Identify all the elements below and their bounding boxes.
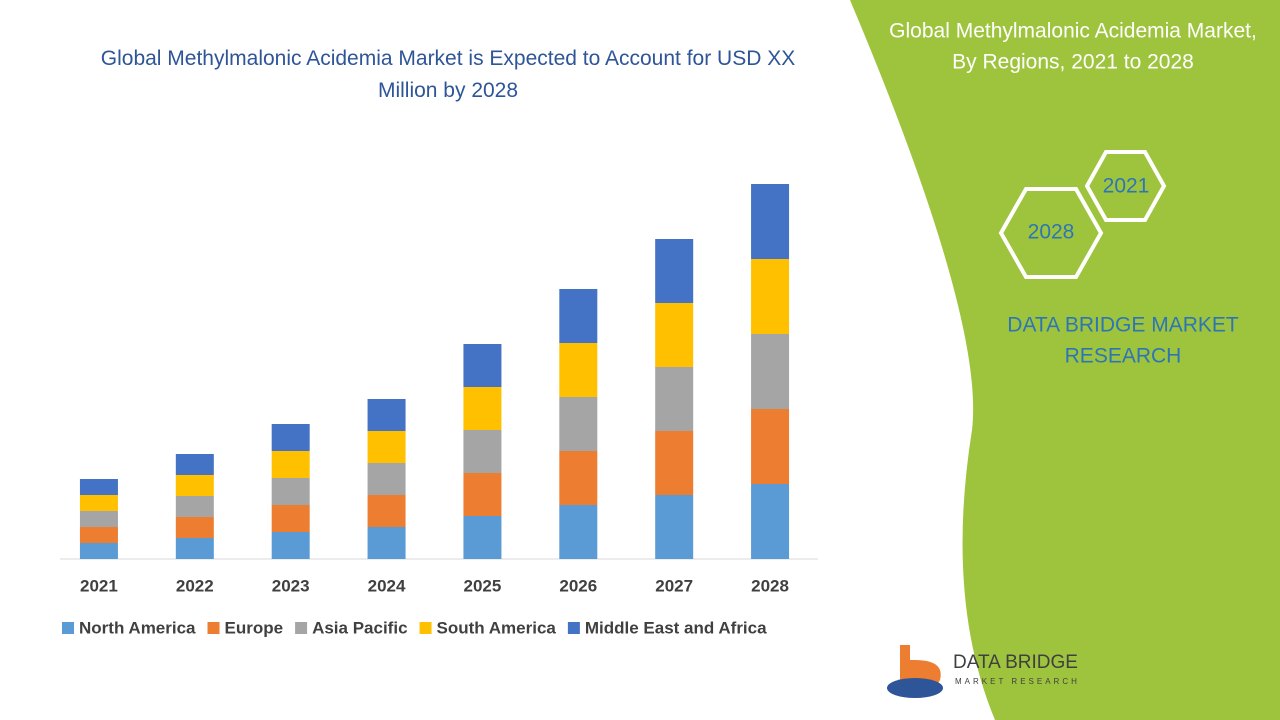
bar-segment: [751, 334, 790, 409]
x-tick-label: 2022: [176, 576, 214, 595]
bar-segment: [751, 409, 790, 484]
bar-segment: [271, 451, 310, 478]
bar-segment: [271, 478, 310, 505]
bar-segment: [79, 495, 118, 511]
bar-segment: [367, 431, 406, 463]
bar-segment: [751, 484, 790, 559]
bar-segment: [271, 532, 310, 559]
hexagon: [1084, 150, 1167, 222]
bar-segment: [367, 399, 406, 431]
x-tick-label: 2021: [80, 576, 118, 595]
bar-segment: [367, 495, 406, 527]
legend-label: Asia Pacific: [312, 618, 407, 637]
bar-segment: [367, 527, 406, 559]
bar-segment: [271, 505, 310, 532]
bar-segment: [175, 517, 214, 538]
brand-text: DATA BRIDGE MARKET RESEARCH: [1007, 313, 1239, 367]
bar-segment: [79, 511, 118, 527]
x-tick-label: 2027: [655, 576, 693, 595]
hex-label: 2028: [1028, 221, 1075, 244]
legend-swatch: [62, 622, 74, 634]
legend-swatch: [295, 622, 308, 634]
legend-swatch: [567, 622, 580, 634]
bar-segment: [463, 344, 502, 387]
bar-segment: [559, 343, 598, 397]
bar-segment: [559, 289, 598, 343]
green-panel: [850, 0, 1280, 720]
logo-name: DATA BRIDGE: [953, 652, 1078, 673]
bar-segment: [559, 397, 598, 451]
bar-segment: [751, 259, 790, 334]
bar-segment: [271, 424, 310, 451]
bar-segment: [655, 495, 694, 559]
legend-label: South America: [437, 618, 557, 637]
bar-segment: [79, 543, 118, 559]
x-tick-label: 2026: [559, 576, 597, 595]
bar-segment: [367, 463, 406, 495]
bar-segment: [175, 538, 214, 559]
bar-segment: [559, 505, 598, 559]
bar-segment: [175, 454, 214, 475]
chart-title: Global Methylmalonic Acidemia Market is …: [101, 47, 795, 102]
x-tick-label: 2023: [272, 576, 310, 595]
bar-segment: [463, 473, 502, 516]
logo-tagline: MARKET RESEARCH: [955, 677, 1080, 686]
bar-segment: [175, 496, 214, 517]
bar-segment: [175, 475, 214, 496]
legend-label: North America: [79, 618, 196, 637]
panel-title: Global Methylmalonic Acidemia Market, By …: [889, 19, 1257, 73]
bar-segment: [79, 479, 118, 495]
bar-segment: [655, 431, 694, 495]
x-tick-label: 2025: [464, 576, 502, 595]
legend-label: Middle East and Africa: [585, 618, 767, 637]
legend-label: Europe: [225, 618, 284, 637]
bar-segment: [655, 303, 694, 367]
bar-segment: [79, 527, 118, 543]
legend-swatch: [207, 622, 220, 634]
hexagon: [998, 187, 1104, 279]
bar-segment: [463, 387, 502, 430]
bar-segment: [751, 184, 790, 259]
x-tick-label: 2024: [368, 576, 406, 595]
bar-segment: [655, 239, 694, 303]
bar-segment: [463, 430, 502, 473]
hex-label: 2021: [1103, 175, 1150, 198]
legend-swatch: [419, 622, 432, 634]
bar-segment: [559, 451, 598, 505]
bar-segment: [463, 516, 502, 559]
x-tick-label: 2028: [751, 576, 789, 595]
bar-segment: [655, 367, 694, 431]
logo-mark: [887, 678, 943, 698]
